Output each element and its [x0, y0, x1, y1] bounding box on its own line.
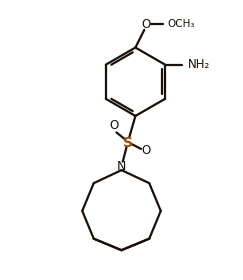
Text: O: O	[141, 144, 151, 157]
Text: O: O	[141, 18, 151, 31]
Text: S: S	[123, 136, 133, 150]
Text: O: O	[109, 119, 119, 132]
Text: OCH₃: OCH₃	[168, 19, 195, 29]
Text: N: N	[117, 160, 126, 173]
Text: NH₂: NH₂	[188, 58, 210, 71]
